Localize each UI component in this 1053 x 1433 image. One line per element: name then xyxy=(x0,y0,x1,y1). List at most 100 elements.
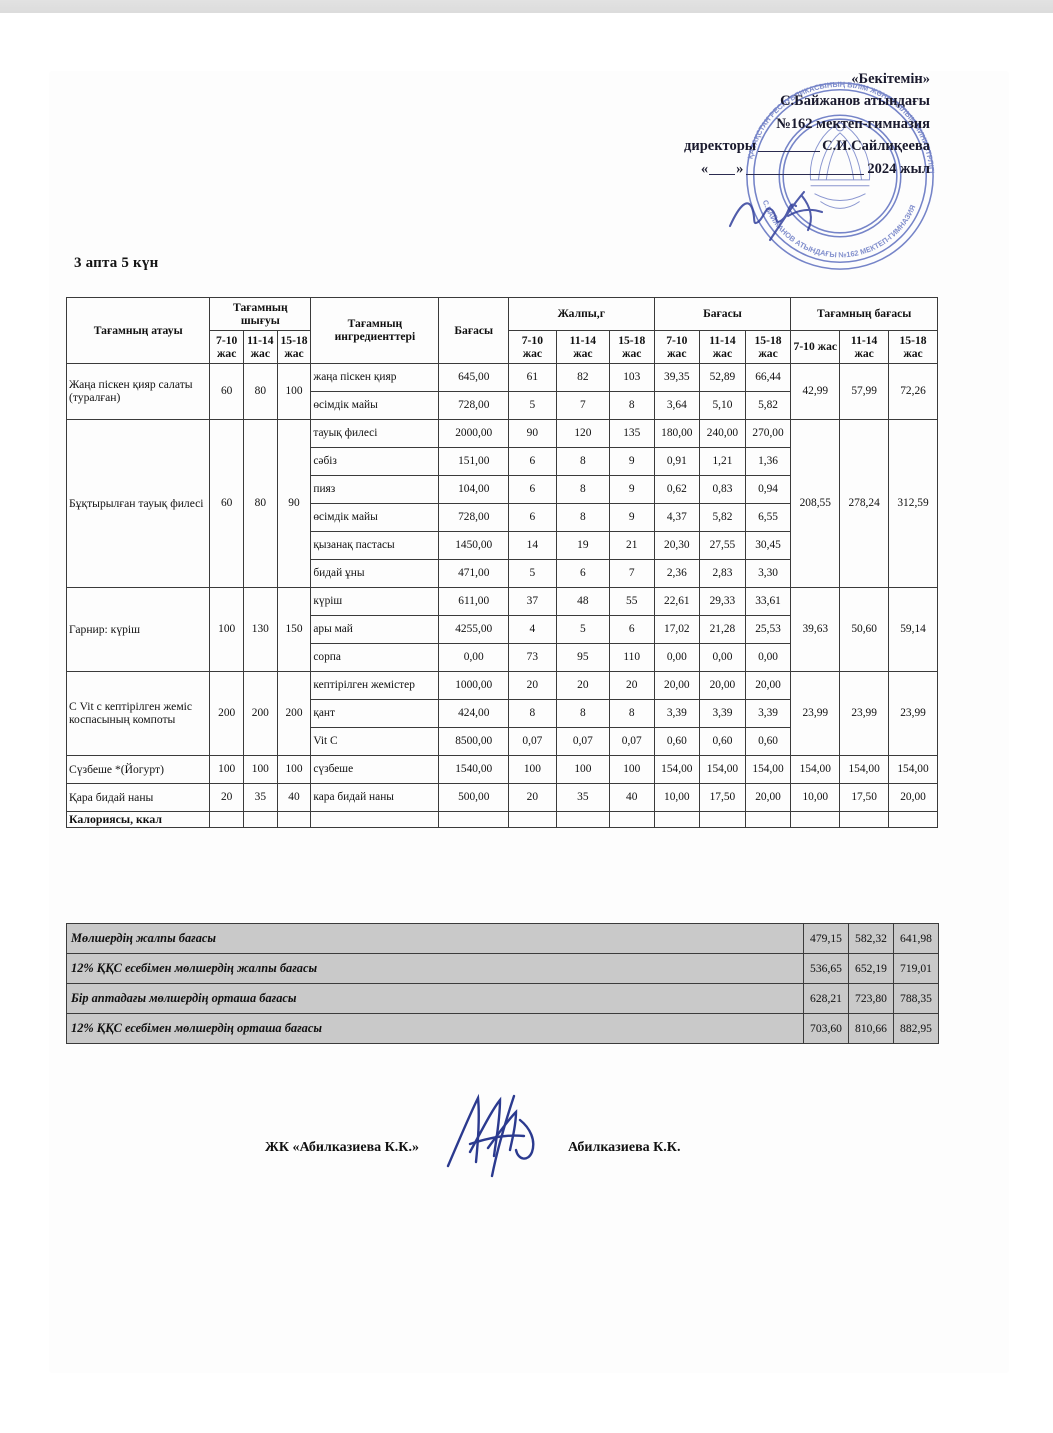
cell-ingredient-price: 1000,00 xyxy=(438,670,509,700)
approval-director-line: директоры С.И.Сайлиқеева xyxy=(600,135,930,157)
date-quote-open: « xyxy=(700,160,709,177)
cell-cost-1: 29,33 xyxy=(699,586,746,616)
table-row: С Vit с кептірілген жеміс коспасының ком… xyxy=(65,670,938,756)
cell-ingredient: пияз xyxy=(310,474,440,504)
approval-date-line: « » 2024 жыл xyxy=(600,158,930,180)
cell-cost-1: 3,39 xyxy=(699,698,746,728)
approval-block: «Бекітемін» С.Байжанов атындағы №162 мек… xyxy=(600,68,930,180)
cell-cost-1: 27,55 xyxy=(699,530,746,560)
cell-ingredient-price: 424,00 xyxy=(438,698,509,728)
cell-dish-cost-1: 57,99 xyxy=(839,362,890,420)
cell-cost-0: 20,30 xyxy=(653,530,701,560)
th-dishcost-age-7-10: 7-10 жас xyxy=(790,329,841,364)
cell-total-grams-2: 20 xyxy=(608,670,655,700)
table-row: қызанақ пастасы 1450,00 14 19 21 20,30 27,55 30… xyxy=(67,530,938,560)
cell-dish-cost-0: 208,55 xyxy=(790,418,841,588)
cell-cost-2: 3,30 xyxy=(744,558,792,588)
cell-cost-2: 66,44 xyxy=(744,362,792,392)
cell-calories-blank-5 xyxy=(507,810,557,829)
cell-cost-2: 270,00 xyxy=(744,418,792,448)
cell-ingredient-price: 8500,00 xyxy=(438,726,509,756)
cell-cost-2: 20,00 xyxy=(744,670,792,700)
summary-table: Мөлшердің жалпы бағасы 479,15 582,32 641,98… xyxy=(66,923,939,1044)
cell-dish-cost-2: 59,14 xyxy=(888,586,938,672)
cell-dish-cost-2: 154,00 xyxy=(888,754,938,784)
cell-total-grams-2: 135 xyxy=(608,418,655,448)
cell-ingredient: сәбіз xyxy=(310,446,440,476)
th-cost: Бағасы xyxy=(653,297,792,331)
cell-total-grams-0: 5 xyxy=(507,390,557,420)
cell-dish-cost-2: 20,00 xyxy=(888,782,938,812)
cell-dish-yield-1: 100 xyxy=(243,754,278,784)
cell-ingredient-price: 1540,00 xyxy=(438,754,509,784)
cell-total-grams-0: 6 xyxy=(507,474,557,504)
cell-total-grams-1: 19 xyxy=(555,530,610,560)
cell-cost-0: 180,00 xyxy=(653,418,701,448)
table-header-row-1: Тағамның атауы Тағамның шығуы Тағамның и… xyxy=(65,297,938,364)
th-price: Бағасы xyxy=(438,297,509,364)
cell-ingredient-price: 728,00 xyxy=(438,390,509,420)
cell-cost-0: 10,00 xyxy=(653,782,701,812)
th-cost-age-7-10: 7-10 жас xyxy=(653,329,701,364)
cell-total-grams-2: 8 xyxy=(608,698,655,728)
date-day-blank xyxy=(709,173,736,175)
menu-table: Тағамның атауы Тағамның шығуы Тағамның и… xyxy=(65,297,938,829)
cell-total-grams-0: 14 xyxy=(507,530,557,560)
cell-dish-yield-1: 35 xyxy=(243,782,278,812)
cell-total-grams-0: 6 xyxy=(507,446,557,476)
cell-cost-1: 17,50 xyxy=(699,782,746,812)
cell-ingredient-price: 151,00 xyxy=(438,446,509,476)
cell-total-grams-1: 7 xyxy=(555,390,610,420)
table-row: Гарнир: күріш 100 130 150 күріш 611,00 37 48 55 2… xyxy=(65,586,938,672)
cell-cost-0: 4,37 xyxy=(653,502,701,532)
cell-summary-value-0: 479,15 xyxy=(803,923,849,954)
th-dish-name: Тағамның атауы xyxy=(65,297,211,364)
director-name: С.И.Сайлиқеева xyxy=(822,138,930,155)
cell-dish-name: Қара бидай наны xyxy=(65,782,211,812)
cell-summary-value-2: 641,98 xyxy=(893,923,939,954)
cell-total-grams-1: 8 xyxy=(555,698,610,728)
cell-total-grams-0: 90 xyxy=(507,418,557,448)
cell-dish-yield-1: 200 xyxy=(243,670,278,756)
summary-row: Бір аптадағы мөлшердің орташа бағасы 628,… xyxy=(66,983,939,1014)
cell-total-grams-1: 8 xyxy=(555,502,610,532)
cell-ingredient-price: 471,00 xyxy=(438,558,509,588)
th-ingredients: Тағамның ингредиенттері xyxy=(310,297,440,364)
cell-total-grams-1: 8 xyxy=(555,474,610,504)
th-dishcost-age-11-14: 11-14 жас xyxy=(839,329,890,364)
cell-dish-cost-0: 154,00 xyxy=(790,754,841,784)
cell-dish-cost-0: 23,99 xyxy=(790,670,841,756)
cell-ingredient: ары май xyxy=(310,614,440,644)
cell-dish-yield-2: 100 xyxy=(276,362,312,420)
cell-ingredient-price: 104,00 xyxy=(438,474,509,504)
cell-summary-value-2: 719,01 xyxy=(893,953,939,984)
cell-dish-name: Сүзбеше *(Йогурт) xyxy=(65,754,211,784)
cell-summary-value-1: 582,32 xyxy=(848,923,894,954)
cell-summary-label: 12% ҚҚС есебімен мөлшердің орташа бағасы xyxy=(66,1013,804,1044)
cell-dish-cost-2: 23,99 xyxy=(888,670,938,756)
date-month-blank xyxy=(746,173,865,175)
cell-cost-2: 0,60 xyxy=(744,726,792,756)
cell-ingredient: қант xyxy=(310,698,440,728)
cell-ingredient: Vit C xyxy=(310,726,440,756)
cell-summary-label: Бір аптадағы мөлшердің орташа бағасы xyxy=(66,983,804,1014)
table-row: өсімдік майы 728,00 5 7 8 3,64 5,10 5,82 xyxy=(67,390,938,420)
cell-summary-value-1: 723,80 xyxy=(848,983,894,1014)
cell-total-grams-1: 35 xyxy=(555,782,610,812)
cell-calories-label: Калориясы, ккал xyxy=(65,810,211,829)
date-year: 2024 жыл xyxy=(867,160,930,177)
cell-ingredient: өсімдік майы xyxy=(310,390,440,420)
cell-calories-blank-1 xyxy=(243,810,278,829)
th-cost-age-15-18: 15-18 жас xyxy=(744,329,792,364)
cell-ingredient: қызанақ пастасы xyxy=(310,530,440,560)
table-row: сәбіз 151,00 6 8 9 0,91 1,21 1,36 xyxy=(67,446,938,476)
cell-calories-blank-4 xyxy=(438,810,509,829)
date-quote-close: » xyxy=(736,160,744,177)
th-dish-cost: Тағамның бағасы xyxy=(790,297,938,331)
supplier-signature-icon xyxy=(446,1093,535,1178)
table-header-row-2: 7-10 жас 11-14 жас 15-18 жас 7-10 жас 11… xyxy=(67,329,938,364)
cell-cost-0: 0,60 xyxy=(653,726,701,756)
cell-ingredient-price: 500,00 xyxy=(438,782,509,812)
cell-cost-2: 33,61 xyxy=(744,586,792,616)
cell-total-grams-1: 8 xyxy=(555,446,610,476)
